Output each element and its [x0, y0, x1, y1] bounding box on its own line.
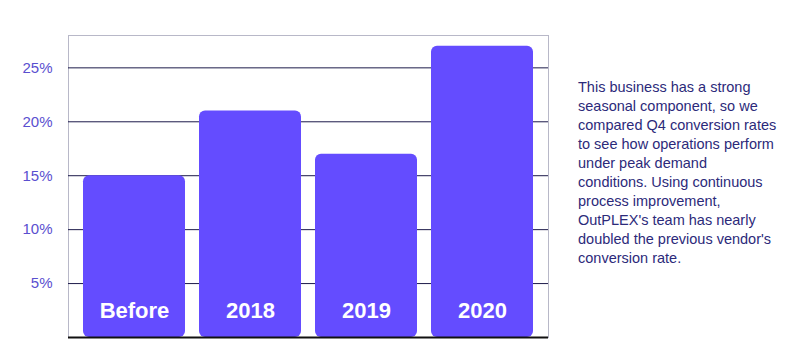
svg-text:Before: Before — [100, 298, 170, 323]
svg-text:5%: 5% — [31, 274, 53, 291]
html-text:This business has a strong sea: This business has a strong seasonal comp… — [578, 79, 777, 266]
svg-text:25%: 25% — [22, 59, 52, 76]
svg-text:20%: 20% — [22, 113, 52, 130]
svg-text:2018: 2018 — [226, 298, 275, 323]
svg-text:2020: 2020 — [458, 298, 507, 323]
svg-text:2019: 2019 — [342, 298, 391, 323]
svg-text:15%: 15% — [22, 167, 52, 184]
svg-text:10%: 10% — [22, 220, 52, 237]
